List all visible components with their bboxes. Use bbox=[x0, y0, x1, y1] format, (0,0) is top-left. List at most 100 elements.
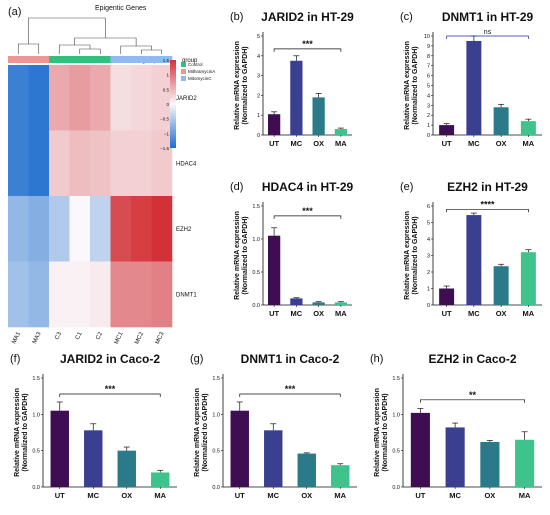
x-category-label: MC bbox=[291, 309, 303, 318]
y-axis-label-line: Relative mRNA expression bbox=[194, 388, 201, 477]
bar bbox=[466, 40, 482, 136]
bar-chart-panels: (b) JARID2 in HT-29 Relative mRNA expressi… bbox=[10, 10, 542, 500]
bar bbox=[445, 427, 465, 487]
legend-label: MitomycinC bbox=[188, 76, 212, 81]
bar bbox=[493, 107, 509, 135]
column-label: MC1 bbox=[114, 331, 125, 346]
bar-chart-panel: (e) EZH2 in HT-29 Relative mRNA expression… bbox=[400, 180, 542, 318]
y-axis-label-line: Relative mRNA expression bbox=[234, 211, 241, 300]
x-category-label: UT bbox=[415, 491, 425, 500]
row-label: DNMT1 bbox=[176, 292, 197, 298]
dendrogram-branch bbox=[79, 48, 101, 54]
column-label: MA3 bbox=[32, 331, 43, 345]
y-tick-label: 4 bbox=[427, 237, 430, 243]
heatmap-cells bbox=[8, 65, 173, 328]
heatmap-cell bbox=[69, 261, 91, 328]
heatmap-cell bbox=[90, 65, 111, 131]
heatmap-cell bbox=[28, 196, 50, 262]
x-category-label: OX bbox=[496, 309, 507, 318]
y-tick-label: 1 bbox=[427, 287, 430, 293]
bar bbox=[264, 430, 283, 487]
heatmap-cell bbox=[8, 261, 29, 328]
y-tick-label: 2 bbox=[257, 93, 260, 99]
heatmap-cell bbox=[131, 196, 152, 262]
bar-chart-panel: (f) JARID2 in Caco-2 Relative mRNA express… bbox=[10, 352, 177, 500]
bar bbox=[520, 252, 536, 305]
y-axis-label-line: Relative mRNA expression bbox=[404, 211, 411, 300]
y-tick-label: 1.0 bbox=[252, 237, 260, 243]
legend-label: Control bbox=[188, 62, 203, 67]
bar-chart-panel: (h) EZH2 in Caco-2 Relative mRNA expressio… bbox=[370, 352, 542, 500]
y-tick-label: 0.0 bbox=[252, 303, 260, 309]
x-category-label: UT bbox=[442, 309, 452, 318]
y-axis-label-line: (Normalized to GAPDH) bbox=[22, 393, 29, 471]
chart-title: DNMT1 in HT-29 bbox=[442, 10, 534, 24]
legend-swatch bbox=[181, 76, 186, 81]
x-category-label: OX bbox=[313, 309, 324, 318]
heatmap-cell bbox=[90, 261, 111, 328]
x-category-label: MA bbox=[519, 491, 531, 500]
y-tick-label: 6 bbox=[427, 74, 430, 80]
y-tick-label: 0.0 bbox=[32, 485, 40, 491]
y-tick-label: 0.5 bbox=[252, 270, 260, 276]
x-category-label: OX bbox=[496, 139, 507, 148]
y-axis-label-line: (Normalized to GAPDH) bbox=[412, 216, 419, 294]
significance-bracket bbox=[239, 393, 341, 397]
scale-bar bbox=[170, 60, 176, 148]
heatmap-cell bbox=[49, 261, 70, 328]
y-tick-label: 1.5 bbox=[32, 376, 40, 382]
y-axis-label: Relative mRNA expression(Normalized to G… bbox=[14, 388, 29, 477]
x-category-label: OX bbox=[121, 491, 132, 500]
dendrogram-branch bbox=[140, 49, 163, 54]
y-tick-label: 0.0 bbox=[212, 485, 220, 491]
y-tick-label: 7 bbox=[427, 64, 430, 70]
dendrogram-branch bbox=[17, 43, 40, 54]
y-tick-label: 9 bbox=[427, 44, 430, 50]
y-axis-label: Relative mRNA expression(Normalized to G… bbox=[374, 388, 389, 477]
y-tick-label: 0.5 bbox=[32, 449, 40, 455]
panel-label-a: (a) bbox=[8, 6, 21, 18]
y-axis-label-line: (Normalized to GAPDH) bbox=[202, 393, 209, 471]
heatmap-cell bbox=[69, 130, 91, 197]
y-axis-label-line: (Normalized to GAPDH) bbox=[382, 393, 389, 471]
y-axis-label: Relative mRNA expression(Normalized to G… bbox=[194, 388, 209, 477]
y-axis-label: Relative mRNA expression(Normalized to G… bbox=[404, 41, 419, 130]
group-cell bbox=[28, 56, 50, 63]
heatmap-title: Epigentic Genes bbox=[95, 5, 147, 12]
y-tick-label: 2 bbox=[427, 113, 430, 119]
significance-label: **** bbox=[480, 199, 495, 209]
panel-label: (g) bbox=[190, 353, 203, 365]
bar bbox=[117, 450, 136, 487]
y-tick-label: 1 bbox=[427, 123, 430, 129]
bar bbox=[439, 288, 455, 305]
column-label: MA1 bbox=[11, 331, 22, 345]
bar bbox=[290, 298, 303, 305]
row-label: JARID2 bbox=[176, 96, 197, 102]
significance-bracket bbox=[446, 35, 529, 39]
heatmap-cell bbox=[69, 196, 91, 262]
significance-label: ** bbox=[469, 390, 477, 400]
legend-swatch bbox=[181, 62, 186, 67]
heatmap-cell bbox=[131, 65, 152, 131]
y-tick-label: 5 bbox=[427, 84, 430, 90]
y-tick-label: 1.5 bbox=[392, 376, 400, 382]
x-category-label: UT bbox=[235, 491, 245, 500]
scale-tick-label: 1 bbox=[166, 73, 169, 78]
chart-title: DNMT1 in Caco-2 bbox=[241, 352, 340, 366]
significance-label: *** bbox=[302, 39, 313, 49]
chart-title: JARID2 in HT-29 bbox=[261, 10, 354, 24]
heatmap-panel: (a) Epigentic Genes group JARID2 HDAC4 EZH… bbox=[8, 5, 215, 345]
group-cell bbox=[90, 56, 111, 63]
heatmap-cell bbox=[49, 65, 70, 131]
y-tick-label: 1.5 bbox=[252, 204, 260, 210]
x-category-label: MC bbox=[449, 491, 461, 500]
y-tick-label: 1 bbox=[257, 113, 260, 119]
scale-tick-label: 0.5 bbox=[163, 87, 170, 92]
heatmap-cell bbox=[28, 130, 50, 197]
bar bbox=[334, 302, 347, 305]
heatmap-cell bbox=[49, 130, 70, 197]
y-tick-label: 6 bbox=[427, 204, 430, 210]
x-category-label: MC bbox=[267, 491, 279, 500]
heatmap-cell bbox=[151, 196, 173, 262]
x-category-label: MA bbox=[523, 309, 535, 318]
